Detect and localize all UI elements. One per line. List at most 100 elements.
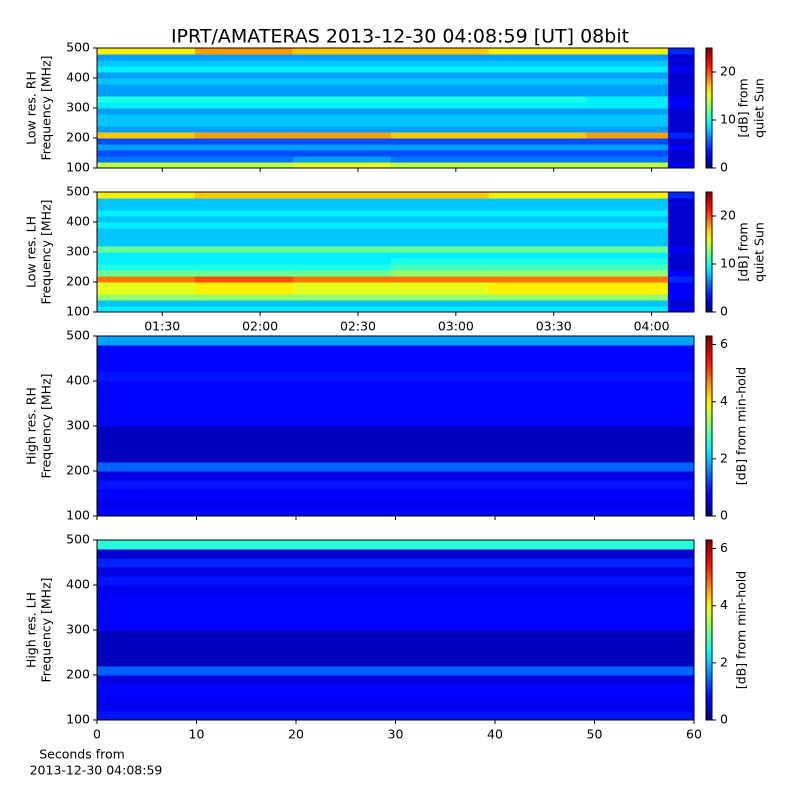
y-axis-label: High res. LH — [24, 592, 39, 668]
heatmap-cell — [97, 372, 197, 382]
heatmap-cell — [667, 162, 695, 169]
heatmap-cell — [292, 270, 392, 277]
heatmap-cell — [390, 150, 489, 157]
heatmap-cell — [586, 216, 669, 223]
heatmap-cell — [390, 120, 489, 127]
heatmap-cell — [292, 126, 392, 133]
x-tick-label: 04:00 — [634, 319, 670, 334]
heatmap-cell — [594, 630, 695, 640]
heatmap-cell — [97, 114, 196, 121]
heatmap-cell — [495, 648, 595, 658]
heatmap-cell — [296, 594, 396, 604]
heatmap-cell — [97, 228, 196, 235]
heatmap-cell — [495, 684, 595, 694]
heatmap-cell — [594, 471, 695, 481]
y-tick-label: 500 — [66, 40, 90, 55]
heatmap-cell — [594, 576, 695, 586]
heatmap-cell — [586, 150, 669, 157]
heatmap-cell — [390, 246, 489, 253]
heatmap-cell — [97, 471, 197, 481]
heatmap-cell — [97, 222, 196, 229]
heatmap-cell — [586, 264, 669, 271]
heatmap-cell — [97, 204, 196, 211]
heatmap-cell — [296, 453, 396, 463]
heatmap-cell — [194, 192, 294, 199]
heatmap-cell — [97, 585, 197, 595]
heatmap-cell — [495, 471, 595, 481]
y-tick-label: 500 — [66, 532, 90, 547]
heatmap-cell — [594, 684, 695, 694]
heatmap-cell — [586, 84, 669, 91]
heatmap-cell — [196, 345, 297, 355]
x-tick-label: 40 — [487, 727, 503, 742]
heatmap-cell — [196, 630, 297, 640]
heatmap-cell — [395, 639, 496, 649]
heatmap-cell — [196, 684, 297, 694]
heatmap-cell — [97, 453, 197, 463]
heatmap-cell — [292, 276, 392, 283]
heatmap-cell — [667, 252, 695, 259]
heatmap-cell — [292, 72, 392, 79]
heatmap-cell — [292, 264, 392, 271]
heatmap-cell — [594, 435, 695, 445]
heatmap-cell — [390, 306, 489, 313]
heatmap-cell — [97, 294, 196, 301]
heatmap-cell — [292, 114, 392, 121]
heatmap-cell — [196, 408, 297, 418]
heatmap-cell — [495, 630, 595, 640]
heatmap-cell — [667, 264, 695, 271]
heatmap-cell — [292, 294, 392, 301]
heatmap-cell — [194, 144, 294, 151]
heatmap-cell — [296, 666, 396, 676]
heatmap-cell — [296, 648, 396, 658]
heatmap-cell — [495, 507, 595, 517]
heatmap-cell — [194, 216, 294, 223]
heatmap-cell — [488, 204, 587, 211]
heatmap-cell — [495, 576, 595, 586]
heatmap-cell — [488, 222, 587, 229]
heatmap-cell — [594, 567, 695, 577]
heatmap-cell — [395, 585, 496, 595]
heatmap-cell — [495, 462, 595, 472]
heatmap-cell — [488, 192, 587, 199]
heatmap-cell — [296, 693, 396, 703]
heatmap-cell — [196, 336, 297, 346]
heatmap-cell — [196, 675, 297, 685]
heatmap-cell — [594, 594, 695, 604]
heatmap-cell — [586, 54, 669, 61]
heatmap-cell — [390, 156, 489, 163]
heatmap-cell — [390, 252, 489, 259]
heatmap-cell — [292, 108, 392, 115]
heatmap-cell — [196, 612, 297, 622]
y-tick-label: 400 — [66, 70, 90, 85]
heatmap-cell — [395, 603, 496, 613]
heatmap-cell — [395, 693, 496, 703]
heatmap-cell — [667, 306, 695, 313]
heatmap-cell — [488, 216, 587, 223]
heatmap-cell — [488, 288, 587, 295]
heatmap-cell — [488, 54, 587, 61]
heatmap-cell — [495, 408, 595, 418]
heatmap-cell — [495, 711, 595, 721]
heatmap-cell — [395, 417, 496, 427]
heatmap-cell — [667, 234, 695, 241]
heatmap-cell — [97, 345, 197, 355]
heatmap-cell — [488, 72, 587, 79]
heatmap-cell — [395, 666, 496, 676]
heatmap-cell — [97, 354, 197, 364]
heatmap-cell — [488, 108, 587, 115]
heatmap-cell — [292, 306, 392, 313]
heatmap-cell — [395, 435, 496, 445]
heatmap-cell — [495, 336, 595, 346]
heatmap-cell — [97, 444, 197, 454]
heatmap-cell — [495, 603, 595, 613]
heatmap-cell — [390, 72, 489, 79]
heatmap-cell — [194, 114, 294, 121]
heatmap-cell — [97, 264, 196, 271]
colorbar-tick-label: 6 — [720, 540, 728, 555]
heatmap-cell — [495, 540, 595, 550]
heatmap-cell — [296, 345, 396, 355]
heatmap-cell — [667, 246, 695, 253]
heatmap-cell — [488, 228, 587, 235]
y-tick-label: 400 — [66, 577, 90, 592]
